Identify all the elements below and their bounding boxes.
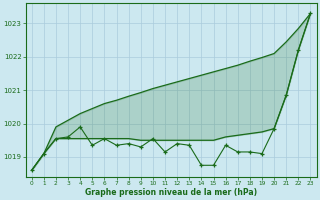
X-axis label: Graphe pression niveau de la mer (hPa): Graphe pression niveau de la mer (hPa) [85, 188, 257, 197]
